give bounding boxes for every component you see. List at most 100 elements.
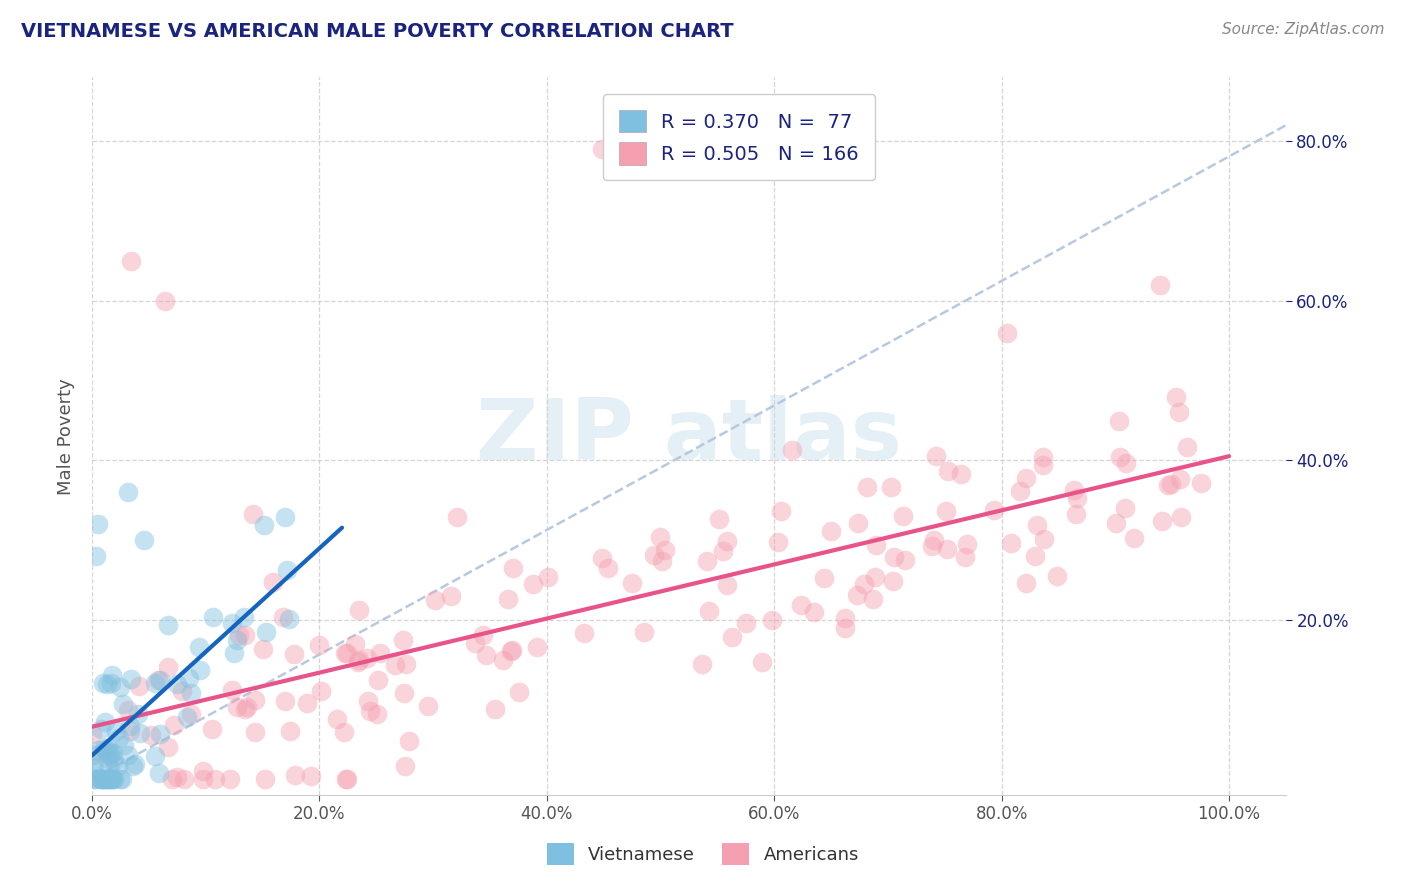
Point <box>276 564 298 578</box>
Point <box>278 612 301 626</box>
Point <box>343 636 366 650</box>
Point <box>166 677 188 691</box>
Point <box>94 714 117 729</box>
Point <box>94 772 117 786</box>
Point <box>953 550 976 565</box>
Point <box>498 592 520 607</box>
Point <box>326 712 349 726</box>
Point <box>180 706 202 721</box>
Point <box>274 510 297 524</box>
Point <box>89 771 111 785</box>
Point <box>1149 277 1171 292</box>
Point <box>82 747 104 762</box>
Point <box>143 749 166 764</box>
Point <box>233 702 256 716</box>
Point <box>820 524 842 538</box>
Point <box>1105 516 1128 530</box>
Point <box>591 142 613 156</box>
Point <box>82 761 104 775</box>
Point <box>141 728 163 742</box>
Point <box>97 772 120 786</box>
Point <box>110 681 132 695</box>
Point <box>188 663 211 677</box>
Point <box>98 760 121 774</box>
Point <box>96 772 118 786</box>
Point <box>149 673 172 688</box>
Point <box>474 648 496 662</box>
Point <box>148 766 170 780</box>
Point <box>253 517 276 532</box>
Point <box>335 772 357 786</box>
Point <box>936 542 959 557</box>
Point <box>862 591 884 606</box>
Point <box>1000 536 1022 550</box>
Point <box>283 647 305 661</box>
Point <box>309 684 332 698</box>
Point <box>191 772 214 786</box>
Point <box>274 694 297 708</box>
Point <box>834 610 856 624</box>
Point <box>221 615 243 630</box>
Point <box>924 449 946 463</box>
Point <box>218 772 240 786</box>
Point <box>1170 509 1192 524</box>
Point <box>107 731 129 745</box>
Point <box>780 442 803 457</box>
Point <box>508 685 530 699</box>
Point <box>263 575 285 590</box>
Point <box>224 646 246 660</box>
Point <box>394 759 416 773</box>
Point <box>359 704 381 718</box>
Point <box>522 576 544 591</box>
Point <box>91 676 114 690</box>
Point <box>333 646 356 660</box>
Point <box>112 698 135 712</box>
Point <box>90 772 112 786</box>
Point <box>94 743 117 757</box>
Point <box>202 609 225 624</box>
Point <box>1175 441 1198 455</box>
Point <box>111 772 134 786</box>
Point <box>236 700 259 714</box>
Point <box>96 772 118 786</box>
Legend: Vietnamese, Americans: Vietnamese, Americans <box>537 834 869 874</box>
Point <box>853 576 876 591</box>
Point <box>846 516 869 530</box>
Point <box>935 504 957 518</box>
Point <box>366 706 388 721</box>
Point <box>633 625 655 640</box>
Point <box>735 616 758 631</box>
Point <box>769 504 792 518</box>
Point <box>112 738 135 752</box>
Point <box>228 628 250 642</box>
Point <box>97 752 120 766</box>
Point <box>107 759 129 773</box>
Point <box>235 628 257 642</box>
Point <box>537 570 560 584</box>
Point <box>105 723 128 738</box>
Point <box>91 746 114 760</box>
Point <box>893 553 915 567</box>
Point <box>128 679 150 693</box>
Point <box>226 632 249 647</box>
Point <box>132 533 155 547</box>
Point <box>80 727 103 741</box>
Point <box>1108 413 1130 427</box>
Point <box>100 667 122 681</box>
Point <box>221 683 243 698</box>
Point <box>98 748 121 763</box>
Point <box>834 621 856 635</box>
Point <box>1123 531 1146 545</box>
Text: ZIP atlas: ZIP atlas <box>475 395 901 478</box>
Point <box>1109 450 1132 464</box>
Point <box>87 772 110 786</box>
Point <box>761 614 783 628</box>
Point <box>122 758 145 772</box>
Point <box>950 467 973 481</box>
Point <box>176 709 198 723</box>
Point <box>100 772 122 786</box>
Point <box>1032 532 1054 546</box>
Point <box>1026 518 1049 533</box>
Point <box>391 632 413 647</box>
Point <box>697 604 720 618</box>
